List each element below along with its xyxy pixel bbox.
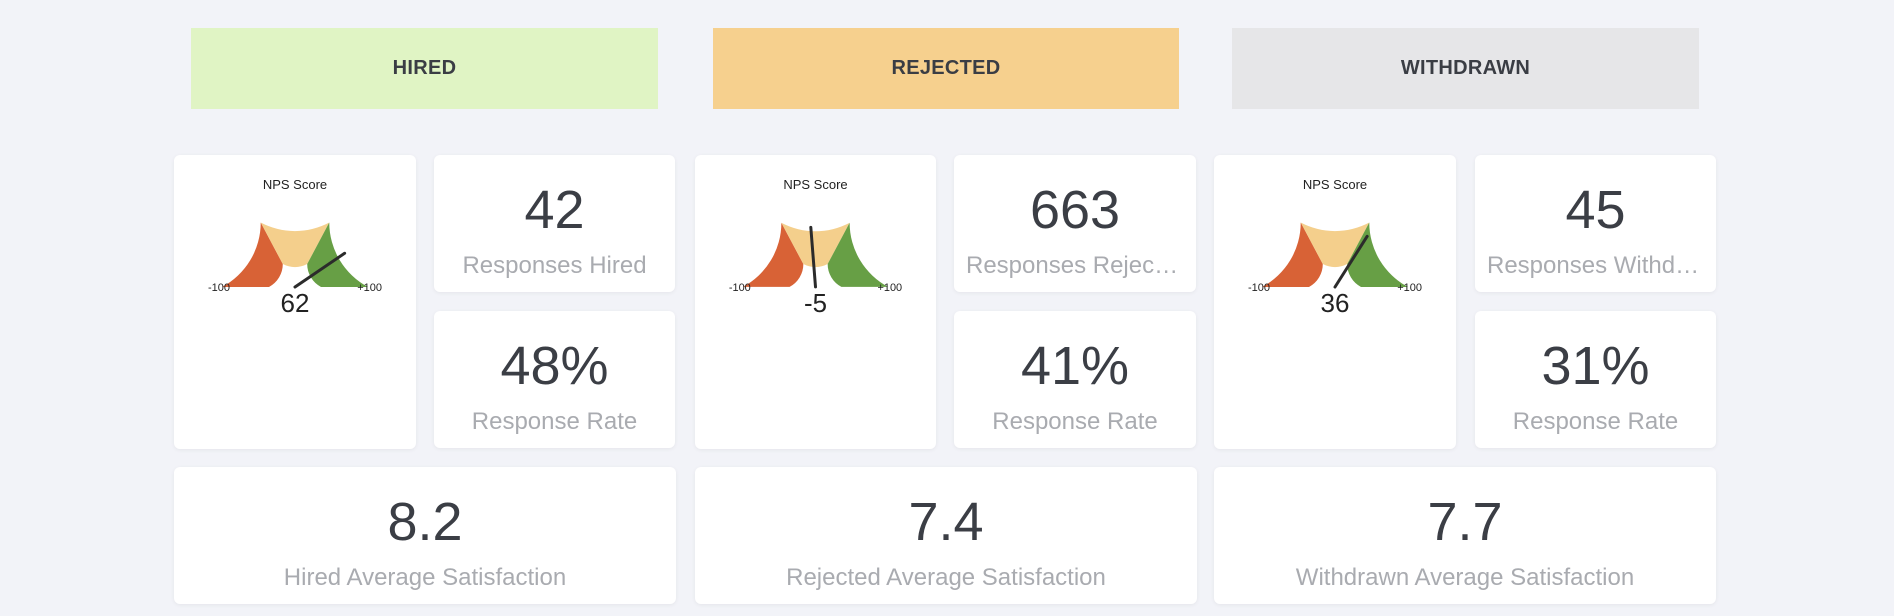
gauge-promoter-segment [307, 222, 368, 287]
gauge-min-label: -100 [1248, 282, 1270, 294]
responses-label: Responses Withdrawn [1487, 253, 1704, 279]
gauge-title: NPS Score [783, 177, 848, 192]
nps-gauge-card-rejected: NPS Score -100 +100 -5 [695, 155, 936, 449]
gauge-passive-segment [781, 222, 850, 268]
satisfaction-label: Hired Average Satisfaction [283, 565, 567, 591]
gauge-title: NPS Score [1302, 177, 1368, 192]
gauge-min-label: -100 [208, 282, 230, 294]
satisfaction-label: Rejected Average Satisfaction [786, 565, 1106, 591]
response-rate-card-rejected: 41% Response Rate [954, 311, 1196, 448]
satisfaction-card-rejected: 7.4 Rejected Average Satisfaction [695, 467, 1197, 604]
header-withdrawn: WITHDRAWN [1232, 28, 1699, 109]
responses-value: 45 [1565, 180, 1626, 240]
nps-gauge-withdrawn: -100 +100 36 [1248, 222, 1422, 318]
response-rate-label: Response Rate [471, 409, 638, 435]
gauge-detractor-segment [742, 222, 804, 287]
gauge-min-label: -100 [729, 282, 751, 294]
gauge-detractor-segment [222, 222, 283, 287]
nps-gauge-hired: -100 +100 62 [208, 222, 382, 318]
gauge-max-label: +100 [1397, 282, 1422, 294]
nps-gauge-card-withdrawn: NPS Score -100 +100 36 [1214, 155, 1456, 449]
responses-value: 663 [1029, 180, 1121, 240]
satisfaction-label: Withdrawn Average Satisfaction [1295, 565, 1635, 591]
gauge-value-label: 62 [281, 288, 310, 318]
responses-card-rejected: 663 Responses Rejected [954, 155, 1196, 292]
gauge-value-label: 36 [1321, 288, 1350, 318]
gauge-passive-segment [1300, 222, 1370, 268]
gauge-detractor-segment [1262, 222, 1323, 287]
gauge-needle [809, 225, 817, 289]
nps-gauge-card-hired: NPS Score -100 +100 62 [174, 155, 416, 449]
satisfaction-card-hired: 8.2 Hired Average Satisfaction [174, 467, 676, 604]
gauge-promoter-segment [1347, 222, 1408, 287]
gauge-title: NPS Score [262, 177, 328, 192]
satisfaction-value: 8.2 [387, 492, 463, 552]
satisfaction-value: 7.7 [1427, 492, 1503, 552]
satisfaction-value: 7.4 [908, 492, 984, 552]
response-rate-card-withdrawn: 31% Response Rate [1475, 311, 1716, 448]
gauge-max-label: +100 [357, 282, 382, 294]
gauge-value-label: -5 [804, 290, 827, 318]
response-rate-card-hired: 48% Response Rate [434, 311, 675, 448]
response-rate-value: 48% [500, 336, 609, 396]
gauge-needle [1333, 234, 1369, 289]
response-rate-value: 41% [1020, 336, 1130, 396]
responses-label: Responses Hired [462, 253, 647, 279]
responses-card-hired: 42 Responses Hired [434, 155, 675, 292]
responses-label: Responses Rejected [966, 253, 1184, 279]
gauge-max-label: +100 [877, 282, 902, 294]
response-rate-label: Response Rate [992, 409, 1158, 435]
response-rate-label: Response Rate [1512, 409, 1679, 435]
header-hired: HIRED [191, 28, 658, 109]
gauge-needle [293, 251, 347, 289]
header-rejected: REJECTED [713, 28, 1179, 109]
gauge-passive-segment [260, 222, 330, 268]
gauge-promoter-segment [827, 222, 889, 287]
nps-gauge-rejected: -100 +100 -5 [729, 222, 902, 318]
responses-card-withdrawn: 45 Responses Withdrawn [1475, 155, 1716, 292]
satisfaction-card-withdrawn: 7.7 Withdrawn Average Satisfaction [1214, 467, 1716, 604]
responses-value: 42 [524, 180, 585, 240]
response-rate-value: 31% [1541, 336, 1650, 396]
